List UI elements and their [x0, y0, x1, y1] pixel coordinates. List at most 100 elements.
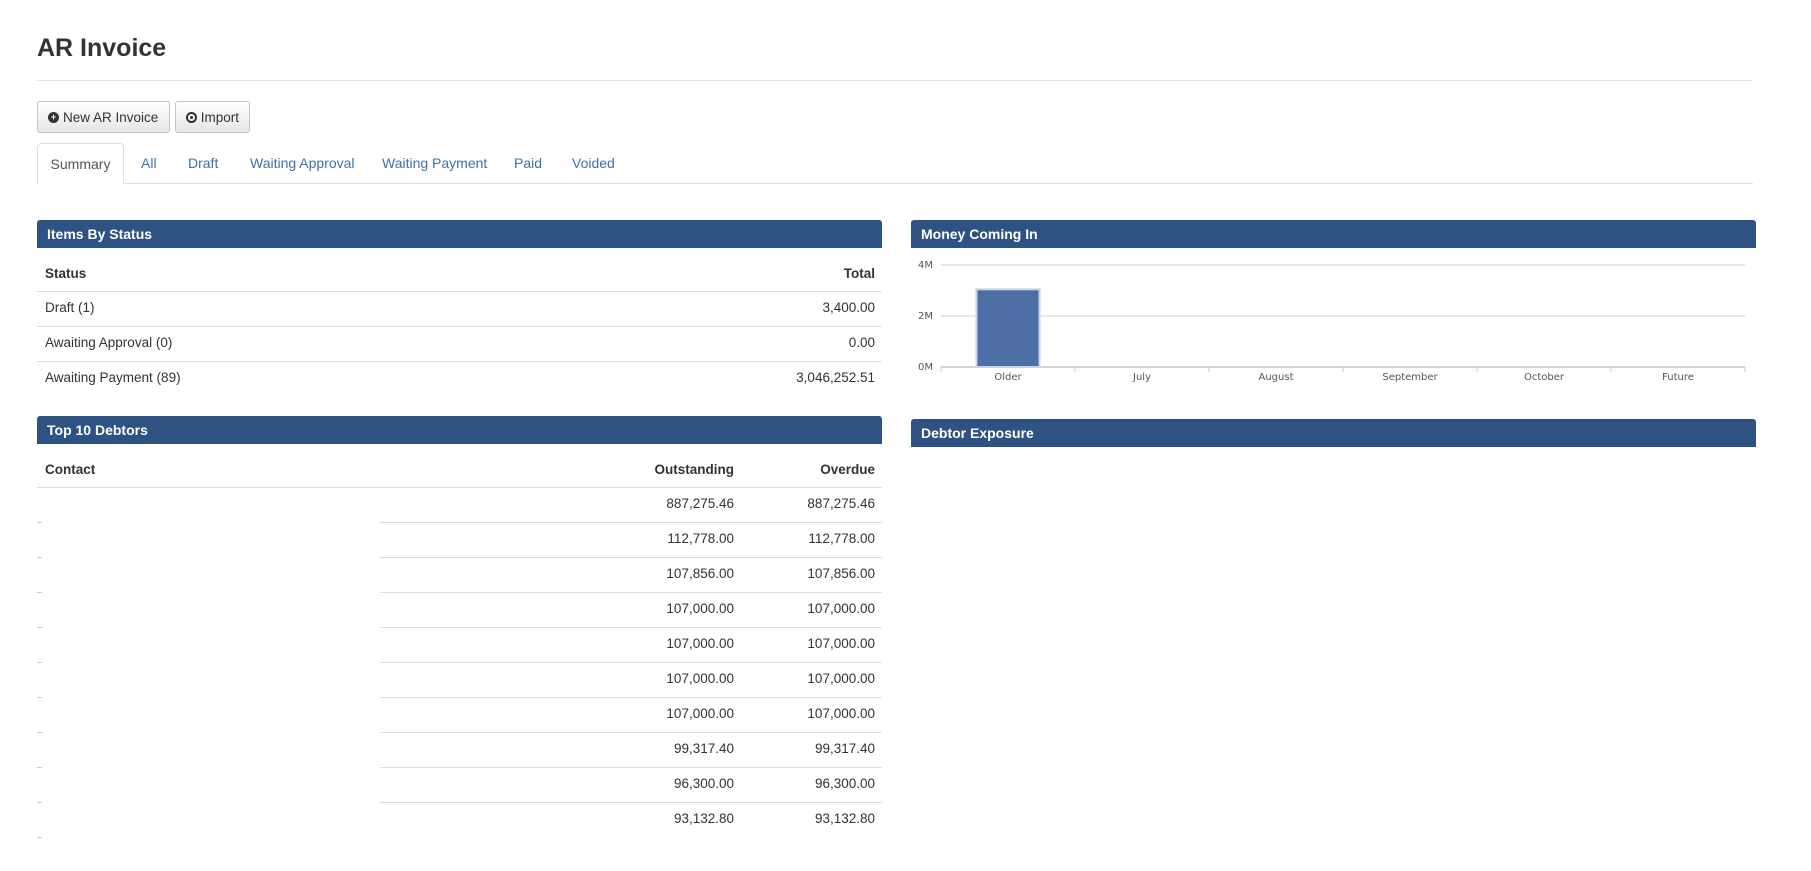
new-ar-invoice-label: New AR Invoice [63, 109, 159, 125]
table-row: 107,000.00 107,000.00 [37, 601, 882, 621]
row-marker [37, 697, 42, 698]
table-row: 107,856.00 107,856.00 [37, 566, 882, 586]
table-row: 99,317.40 99,317.40 [37, 741, 882, 761]
x-tick-label: Future [1662, 372, 1694, 383]
import-button[interactable]: Import [175, 101, 250, 133]
new-ar-invoice-button[interactable]: + New AR Invoice [37, 101, 170, 133]
outstanding-cell: 96,300.00 [673, 776, 734, 791]
page-title: AR Invoice [37, 34, 167, 62]
row-marker [37, 767, 42, 768]
overdue-cell: 107,856.00 [807, 566, 875, 581]
outstanding-column-header: Outstanding [654, 462, 735, 477]
y-tick-label: 0M [918, 362, 933, 373]
row-divider [380, 802, 882, 803]
contact-column-header: Contact [45, 462, 96, 477]
x-tick-label: October [1524, 372, 1565, 383]
import-label: Import [200, 109, 239, 125]
outstanding-cell: 107,000.00 [666, 706, 734, 721]
table-header-row: Contact Outstanding Overdue [37, 462, 882, 482]
table-row: 107,000.00 107,000.00 [37, 636, 882, 656]
row-divider [380, 522, 882, 523]
overdue-cell: 107,000.00 [807, 636, 875, 651]
items-by-status-table: Status Total Draft (1) 3,400.00 Awaiting… [37, 254, 882, 394]
row-divider [380, 662, 882, 663]
title-divider [37, 80, 1753, 81]
overdue-cell: 107,000.00 [807, 671, 875, 686]
overdue-cell: 887,275.46 [807, 496, 875, 511]
outstanding-cell: 99,317.40 [673, 741, 734, 756]
overdue-cell: 93,132.80 [814, 811, 875, 826]
status-cell: Awaiting Approval (0) [45, 335, 173, 350]
status-cell: Draft (1) [45, 300, 95, 315]
money-coming-in-chart: 0M 2M 4M Older July August September October Fut… [918, 260, 1746, 383]
row-divider [380, 732, 882, 733]
row-marker [37, 837, 42, 838]
x-tick-label: July [1132, 372, 1151, 383]
invoice-tabs: Summary All Draft Waiting Approval Waiti… [37, 143, 1753, 184]
outstanding-cell: 93,132.80 [673, 811, 734, 826]
outstanding-cell: 107,856.00 [666, 566, 734, 581]
row-marker [37, 592, 42, 593]
outstanding-cell: 112,778.00 [667, 531, 734, 546]
table-row: 96,300.00 96,300.00 [37, 776, 882, 796]
outstanding-cell: 107,000.00 [666, 601, 734, 616]
overdue-column-header: Overdue [820, 462, 875, 477]
total-column-header: Total [843, 266, 875, 281]
table-row: 112,778.00 112,778.00 [37, 531, 882, 551]
table-header-row: Status Total [37, 266, 882, 286]
row-divider [380, 627, 882, 628]
tab-summary[interactable]: Summary [37, 143, 124, 184]
bar [975, 288, 1041, 368]
x-tick-label: Older [994, 372, 1022, 383]
x-tick-label: August [1259, 372, 1294, 383]
table-row: Awaiting Payment (89) 3,046,252.51 [37, 370, 882, 390]
row-divider [37, 487, 882, 488]
y-tick-label: 4M [918, 260, 933, 271]
overdue-cell: 107,000.00 [807, 706, 875, 721]
row-divider [37, 326, 882, 327]
row-marker [37, 662, 42, 663]
tab-all[interactable]: All [141, 155, 157, 171]
table-row: 887,275.46 887,275.46 [37, 496, 882, 516]
row-divider [37, 291, 882, 292]
row-marker [37, 802, 42, 803]
table-row: Awaiting Approval (0) 0.00 [37, 335, 882, 355]
total-cell: 3,046,252.51 [796, 370, 875, 385]
row-divider [380, 767, 882, 768]
row-marker [37, 557, 42, 558]
outstanding-cell: 107,000.00 [666, 671, 734, 686]
x-tick-label: September [1382, 372, 1438, 383]
debtor-exposure-header: Debtor Exposure [911, 419, 1756, 447]
table-row: 107,000.00 107,000.00 [37, 671, 882, 691]
overdue-cell: 107,000.00 [807, 601, 875, 616]
total-cell: 3,400.00 [822, 300, 875, 315]
plus-circle-icon: + [48, 111, 59, 123]
total-cell: 0.00 [848, 335, 875, 350]
row-marker [37, 627, 42, 628]
tab-waiting-approval[interactable]: Waiting Approval [250, 155, 355, 171]
tab-waiting-payment[interactable]: Waiting Payment [382, 155, 488, 171]
top-debtors-header: Top 10 Debtors [37, 416, 882, 444]
row-divider [380, 697, 882, 698]
tab-draft[interactable]: Draft [188, 155, 219, 171]
row-marker [37, 522, 42, 523]
row-divider [380, 557, 882, 558]
overdue-cell: 112,778.00 [808, 531, 875, 546]
top-debtors-table: Contact Outstanding Overdue 887,275.46 88… [37, 450, 882, 840]
status-cell: Awaiting Payment (89) [45, 370, 181, 385]
table-row: 107,000.00 107,000.00 [37, 706, 882, 726]
overdue-cell: 96,300.00 [814, 776, 875, 791]
row-divider [37, 361, 882, 362]
tab-voided[interactable]: Voided [572, 155, 615, 171]
tab-paid[interactable]: Paid [514, 155, 543, 171]
items-by-status-header: Items By Status [37, 220, 882, 248]
row-marker [37, 732, 42, 733]
outstanding-cell: 107,000.00 [666, 636, 734, 651]
table-row: Draft (1) 3,400.00 [37, 300, 882, 320]
overdue-cell: 99,317.40 [814, 741, 875, 756]
status-column-header: Status [45, 266, 87, 281]
import-circle-icon [186, 111, 197, 123]
y-tick-label: 2M [918, 311, 933, 322]
table-row: 93,132.80 93,132.80 [37, 811, 882, 831]
money-coming-in-header: Money Coming In [911, 220, 1756, 248]
